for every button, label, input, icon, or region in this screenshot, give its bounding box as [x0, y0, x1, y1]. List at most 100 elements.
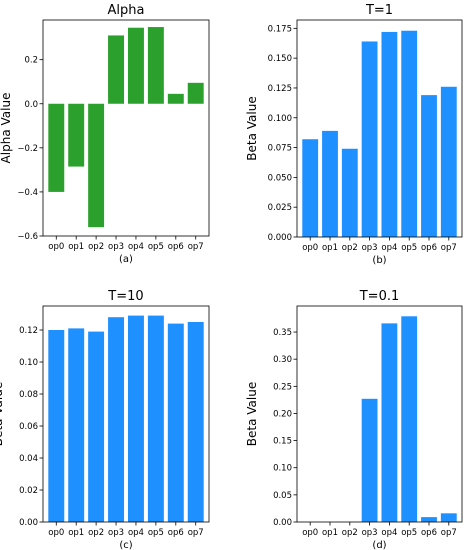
- y-tick-label: 0.025: [268, 203, 292, 213]
- bar-op2: [342, 149, 358, 237]
- x-tick-label: op4: [128, 528, 144, 538]
- x-tick-label: op4: [381, 528, 397, 538]
- x-tick-label: op6: [421, 243, 437, 253]
- bar-op6: [421, 95, 437, 237]
- x-tick-label: op7: [441, 528, 457, 538]
- y-axis-label: Beta Value: [245, 96, 259, 160]
- y-tick-label: 0.15: [273, 437, 292, 447]
- chart-panel-1: Alpha Alpha Value op0 op1 op2 op3 op4 op5 op6 op7…: [0, 3, 209, 265]
- x-tick-label: op7: [188, 242, 204, 252]
- bar-op5: [401, 31, 417, 237]
- bar-op1: [68, 104, 84, 167]
- x-tick-label: op1: [322, 243, 338, 253]
- x-tick-label: op4: [128, 242, 144, 252]
- y-tick-label: 0.100: [268, 114, 292, 124]
- y-tick-label: 0.05: [273, 491, 292, 501]
- chart-panel-4: T=0.1 Beta Value op0 op1 op2 op3 op4 op5 op6 op7 0…: [245, 289, 462, 550]
- y-tick-label: 0.10: [273, 464, 292, 474]
- x-tick-label: op2: [88, 242, 104, 252]
- plot-frame: [297, 20, 462, 237]
- y-tick-label: 0.00: [273, 518, 292, 528]
- chart-title: Alpha: [108, 3, 145, 18]
- bar-op4: [128, 28, 144, 104]
- y-tick-label: −0.2: [17, 144, 38, 154]
- x-tick-label: op0: [302, 243, 318, 253]
- y-tick-label: −0.4: [17, 188, 38, 198]
- chart-title: T=10: [107, 289, 143, 304]
- chart-panel-2: T=1 Beta Value op0 op1 op2 op3 op4 op5 op6 op7 0.0…: [245, 3, 462, 266]
- x-tick-label: op0: [48, 242, 64, 252]
- bar-op7: [441, 87, 457, 237]
- bar-op7: [188, 322, 204, 522]
- chart-title: T=0.1: [359, 289, 400, 304]
- x-tick-label: op6: [421, 528, 437, 538]
- bar-op4: [381, 323, 397, 522]
- y-tick-label: 0.125: [268, 84, 292, 94]
- bar-op6: [168, 324, 184, 522]
- x-tick-label: op5: [401, 528, 417, 538]
- x-tick-label: op2: [342, 243, 358, 253]
- y-tick-label: 0.04: [19, 454, 38, 464]
- y-tick-label: 0.175: [268, 24, 292, 34]
- bar-op0: [302, 139, 318, 237]
- chart-panel-3: T=10 Beta Value op0 op1 op2 op3 op4 op5 op6 op7 0.…: [0, 289, 209, 550]
- y-tick-label: 0.25: [273, 382, 292, 392]
- bar-op2: [88, 332, 104, 522]
- x-tick-label: op7: [441, 243, 457, 253]
- x-tick-label: op7: [188, 528, 204, 538]
- bar-op5: [401, 316, 417, 522]
- plot-frame: [297, 306, 462, 522]
- x-tick-label: op6: [168, 528, 184, 538]
- y-tick-label: 0.0: [24, 100, 38, 110]
- y-tick-label: 0.06: [19, 422, 38, 432]
- bar-op3: [108, 35, 124, 103]
- y-axis-label: Alpha Value: [0, 93, 13, 164]
- y-tick-label: 0.08: [19, 390, 38, 400]
- x-tick-label: op5: [148, 242, 164, 252]
- bar-op7: [441, 513, 457, 522]
- x-tick-label: op3: [362, 243, 378, 253]
- bar-op3: [108, 317, 124, 522]
- x-tick-label: op0: [302, 528, 318, 538]
- chart-title: T=1: [365, 3, 393, 18]
- x-tick-label: op3: [108, 528, 124, 538]
- x-tick-label: op1: [322, 528, 338, 538]
- y-tick-label: −0.6: [17, 232, 38, 242]
- y-tick-label: 0.050: [268, 173, 292, 183]
- x-tick-label: op5: [401, 243, 417, 253]
- panel-caption: (c): [119, 540, 132, 550]
- bar-op3: [362, 41, 378, 237]
- plot-frame: [43, 306, 209, 522]
- x-tick-label: op6: [168, 242, 184, 252]
- x-tick-label: op1: [68, 528, 84, 538]
- panel-caption: (d): [372, 540, 386, 550]
- x-tick-label: op5: [148, 528, 164, 538]
- y-tick-label: 0.000: [268, 233, 292, 243]
- y-tick-label: 0.150: [268, 54, 292, 64]
- bar-op4: [381, 32, 397, 237]
- x-tick-label: op0: [48, 528, 64, 538]
- x-tick-label: op1: [68, 242, 84, 252]
- panel-caption: (b): [372, 255, 386, 266]
- bar-op0: [48, 330, 64, 522]
- y-tick-label: 0.075: [268, 144, 292, 154]
- panel-caption: (a): [119, 254, 133, 265]
- y-tick-label: 0.00: [19, 518, 38, 528]
- bar-op1: [322, 131, 338, 237]
- bar-op6: [421, 517, 437, 522]
- bar-op6: [168, 94, 184, 104]
- x-tick-label: op2: [342, 528, 358, 538]
- y-tick-label: 0.30: [273, 355, 292, 365]
- y-axis-label: Beta Value: [0, 382, 5, 446]
- bar-op2: [88, 104, 104, 227]
- bar-op7: [188, 83, 204, 104]
- y-tick-label: 0.02: [19, 486, 38, 496]
- y-tick-label: 0.12: [19, 326, 38, 336]
- y-tick-label: 0.20: [273, 409, 292, 419]
- plot-frame: [43, 20, 209, 236]
- x-tick-label: op3: [362, 528, 378, 538]
- x-tick-label: op4: [381, 243, 397, 253]
- bar-op0: [48, 104, 64, 192]
- bar-op5: [148, 27, 164, 104]
